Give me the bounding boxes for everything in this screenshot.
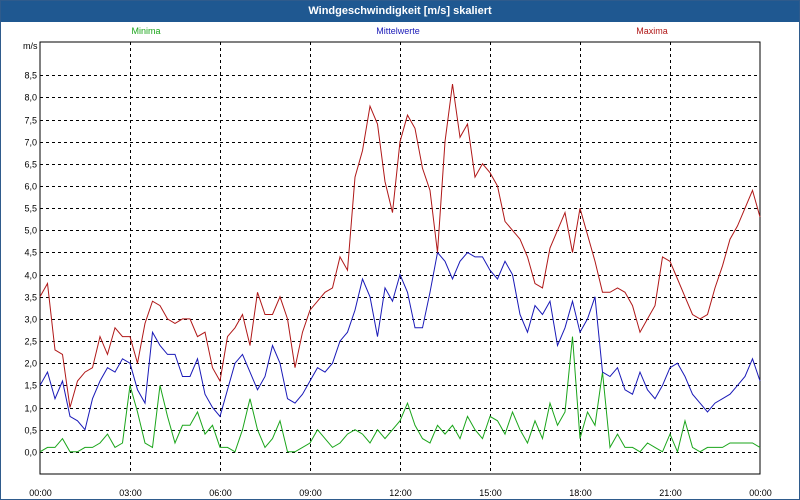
y-tick-label: 3,0 bbox=[24, 315, 37, 325]
x-axis: 00:0005.12.2003:0005.12.2006:0005.12.200… bbox=[29, 488, 772, 498]
y-tick-label: 8,0 bbox=[24, 93, 37, 103]
y-axis: 0,0 0,5 1,0 1,5 2,0 2,5 3,0 3,5 4,0 4,5 5,0 5,5 6,0 6… bbox=[24, 71, 37, 458]
series-lines bbox=[39, 84, 761, 454]
y-tick-label: 0,5 bbox=[24, 426, 37, 436]
y-tick-label: 1,0 bbox=[24, 404, 37, 414]
legend-item-minima: Minima bbox=[131, 26, 160, 36]
y-tick-label: 5,5 bbox=[24, 204, 37, 214]
legend: Minima Mittelwerte Maxima bbox=[131, 26, 667, 36]
y-tick-label: 7,5 bbox=[24, 116, 37, 126]
y-tick-label: 4,0 bbox=[24, 271, 37, 281]
series-line-maxima bbox=[39, 84, 761, 408]
x-tick-time: 09:00 bbox=[299, 488, 322, 498]
y-tick-label: 7,0 bbox=[24, 138, 37, 148]
y-tick-label: 8,5 bbox=[24, 71, 37, 81]
y-tick-label: 4,5 bbox=[24, 248, 37, 258]
legend-item-mittelwerte: Mittelwerte bbox=[376, 26, 420, 36]
y-tick-label: 2,5 bbox=[24, 337, 37, 347]
legend-item-maxima: Maxima bbox=[636, 26, 668, 36]
y-axis-unit: m/s bbox=[23, 41, 38, 51]
x-tick-time: 03:00 bbox=[119, 488, 142, 498]
y-tick-label: 6,5 bbox=[24, 160, 37, 170]
grid bbox=[39, 41, 761, 475]
y-tick-label: 3,5 bbox=[24, 293, 37, 303]
x-tick-time: 12:00 bbox=[389, 488, 412, 498]
y-tick-label: 6,0 bbox=[24, 182, 37, 192]
x-tick-time: 00:00 bbox=[749, 488, 772, 498]
y-tick-label: 5,0 bbox=[24, 226, 37, 236]
wind-speed-chart: 0,0 0,5 1,0 1,5 2,0 2,5 3,0 3,5 4,0 4,5 5,0 5,5 6,0 6… bbox=[23, 26, 772, 498]
window-title: Windgeschwindigkeit [m/s] skaliert bbox=[1, 1, 799, 22]
y-tick-label: 1,5 bbox=[24, 381, 37, 391]
x-tick-time: 15:00 bbox=[479, 488, 502, 498]
series-line-mittelwerte bbox=[39, 251, 761, 431]
series-line-minima bbox=[39, 336, 761, 454]
x-tick-time: 06:00 bbox=[209, 488, 232, 498]
x-tick-time: 18:00 bbox=[569, 488, 592, 498]
x-tick-time: 21:00 bbox=[659, 488, 682, 498]
x-tick-time: 00:00 bbox=[29, 488, 52, 498]
y-tick-label: 2,0 bbox=[24, 359, 37, 369]
y-tick-label: 0,0 bbox=[24, 448, 37, 458]
